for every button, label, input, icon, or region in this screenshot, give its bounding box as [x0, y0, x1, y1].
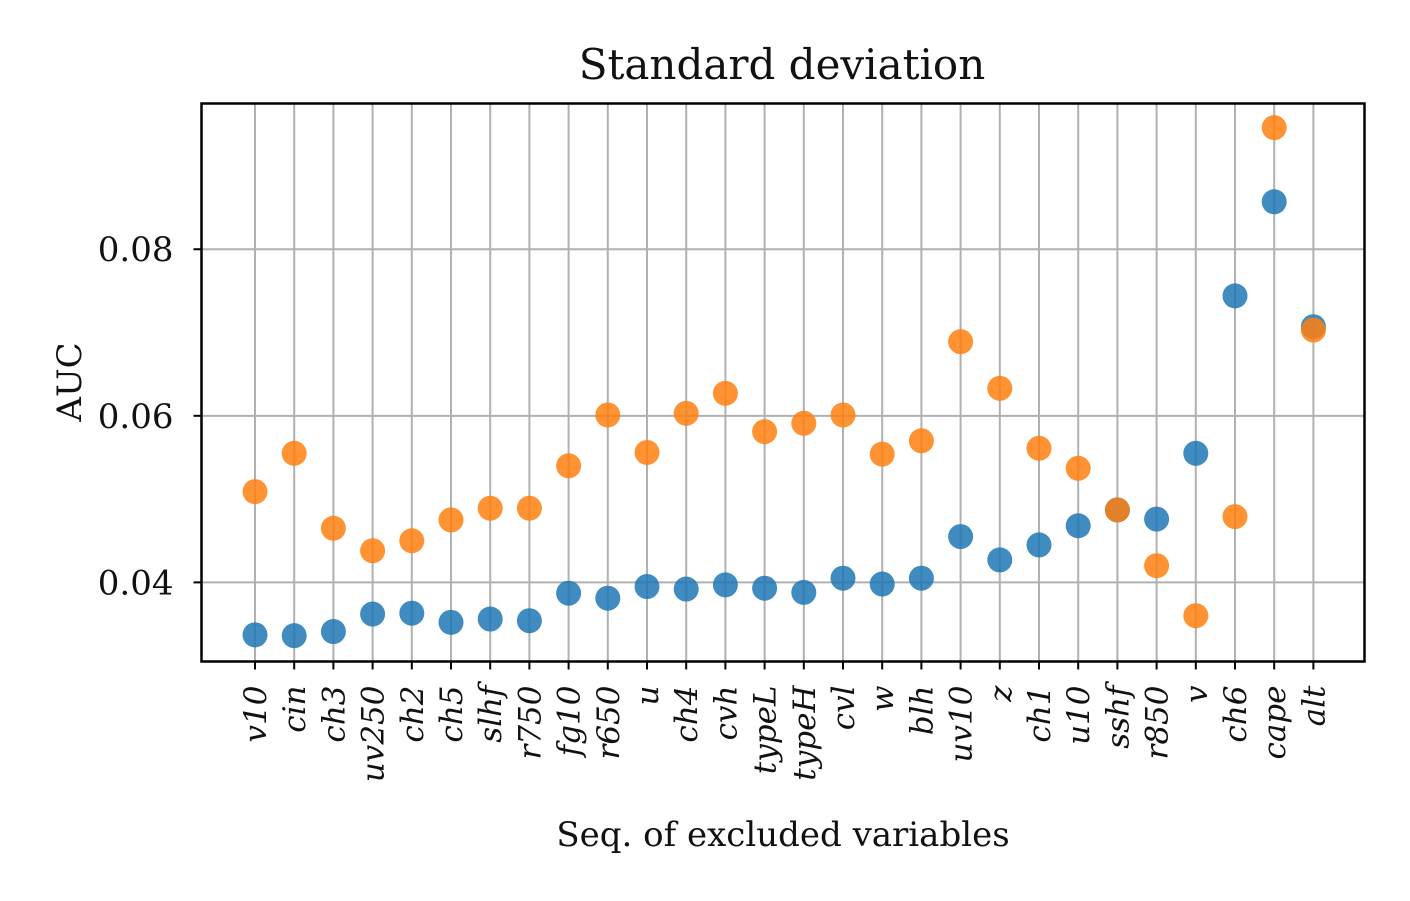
point-blue-cin: [281, 623, 307, 649]
data-points: [242, 115, 1326, 649]
point-orange-u: [634, 439, 660, 465]
point-blue-blh: [908, 565, 934, 591]
y-tick-label-0.08: 0.08: [98, 230, 174, 270]
point-orange-ch6: [1222, 504, 1248, 530]
y-tick-label-0.06: 0.06: [98, 397, 174, 437]
x-axis-label: Seq. of excluded variables: [556, 815, 1009, 855]
point-blue-ch2: [399, 600, 425, 626]
point-blue-ch1: [1026, 532, 1052, 558]
x-tick-label-ch2: ch2: [395, 686, 431, 743]
x-tick-label-u: u: [630, 686, 666, 706]
point-orange-typeH: [791, 410, 817, 436]
point-blue-cvh: [712, 572, 738, 598]
x-tick-label-alt: alt: [1296, 685, 1332, 726]
x-tick-label-blh: blh: [904, 686, 940, 736]
point-orange-uv250: [360, 538, 386, 564]
point-orange-alt: [1300, 317, 1326, 343]
point-orange-cvh: [712, 380, 738, 406]
y-axis-label: AUC: [50, 342, 90, 422]
point-blue-uv250: [360, 601, 386, 627]
x-tick-label-cvl: cvl: [826, 686, 862, 731]
x-tick-label-ch3: ch3: [316, 686, 352, 743]
point-blue-w: [869, 571, 895, 597]
x-tick-label-u10: u10: [1061, 686, 1097, 745]
x-tick-label-z: z: [983, 685, 1019, 703]
plot-area-frame: [200, 102, 1366, 663]
point-blue-cvl: [830, 565, 856, 591]
x-tick-label-sshf: sshf: [1100, 680, 1136, 749]
chart-title: Standard deviation: [579, 40, 986, 89]
point-blue-typeL: [752, 575, 778, 601]
x-tick-label-uv250: uv250: [356, 686, 392, 783]
point-orange-v10: [242, 479, 268, 505]
point-blue-r750: [516, 608, 542, 634]
x-tick-label-w: w: [865, 686, 901, 713]
x-tick-label-r650: r650: [591, 686, 627, 760]
point-orange-typeL: [752, 419, 778, 445]
point-blue-v: [1183, 440, 1209, 466]
point-orange-ch5: [438, 507, 464, 533]
x-tick-label-cin: cin: [277, 686, 313, 733]
point-orange-ch1: [1026, 435, 1052, 461]
point-orange-r650: [595, 402, 621, 428]
x-tick-label-ch4: ch4: [669, 686, 705, 743]
point-orange-z: [987, 375, 1013, 401]
x-tick-label-ch1: ch1: [1022, 686, 1058, 743]
x-tick-label-slhf: slhf: [473, 680, 509, 743]
y-tick-label-0.04: 0.04: [98, 563, 174, 603]
point-orange-ch4: [673, 400, 699, 426]
point-orange-fg10: [556, 453, 582, 479]
point-orange-ch3: [320, 515, 346, 541]
point-orange-w: [869, 441, 895, 467]
point-orange-ch2: [399, 528, 425, 554]
point-orange-u10: [1065, 455, 1091, 481]
point-orange-cin: [281, 440, 307, 466]
point-orange-sshf: [1104, 497, 1130, 523]
point-orange-cvl: [830, 402, 856, 428]
point-blue-r650: [595, 585, 621, 611]
x-tick-label-r750: r750: [512, 686, 548, 760]
point-blue-uv10: [948, 524, 974, 550]
point-orange-cape: [1261, 115, 1287, 141]
point-orange-v: [1183, 603, 1209, 629]
point-orange-blh: [908, 428, 934, 454]
x-axis-ticks: v10 cin ch3 uv250 ch2 ch5 slhf r750 fg10 r650 u ch4…: [238, 661, 1332, 783]
x-tick-label-ch6: ch6: [1218, 686, 1254, 743]
x-tick-label-uv10: uv10: [944, 686, 980, 763]
x-tick-label-cvh: cvh: [708, 686, 744, 741]
x-tick-label-typeL: typeL: [748, 686, 784, 775]
point-blue-ch3: [320, 619, 346, 645]
y-axis-ticks: 0.04 0.06 0.08: [98, 230, 202, 603]
point-blue-cape: [1261, 189, 1287, 215]
point-orange-r850: [1144, 553, 1170, 579]
x-tick-label-v10: v10: [238, 686, 274, 743]
point-blue-fg10: [556, 580, 582, 606]
point-blue-ch4: [673, 576, 699, 602]
point-blue-slhf: [477, 606, 503, 632]
point-blue-ch6: [1222, 283, 1248, 309]
point-blue-z: [987, 547, 1013, 573]
x-tick-label-cape: cape: [1257, 686, 1293, 760]
x-tick-label-r850: r850: [1140, 686, 1176, 760]
point-blue-typeH: [791, 579, 817, 605]
point-blue-v10: [242, 622, 268, 648]
point-orange-slhf: [477, 495, 503, 521]
point-blue-r850: [1144, 506, 1170, 532]
x-tick-label-v: v: [1179, 685, 1215, 703]
point-orange-r750: [516, 495, 542, 521]
x-tick-label-ch5: ch5: [434, 686, 470, 743]
point-blue-ch5: [438, 609, 464, 635]
point-orange-uv10: [948, 329, 974, 355]
point-blue-u10: [1065, 513, 1091, 539]
point-blue-u: [634, 574, 660, 600]
x-tick-label-typeH: typeH: [787, 685, 823, 781]
x-tick-label-fg10: fg10: [552, 686, 588, 759]
